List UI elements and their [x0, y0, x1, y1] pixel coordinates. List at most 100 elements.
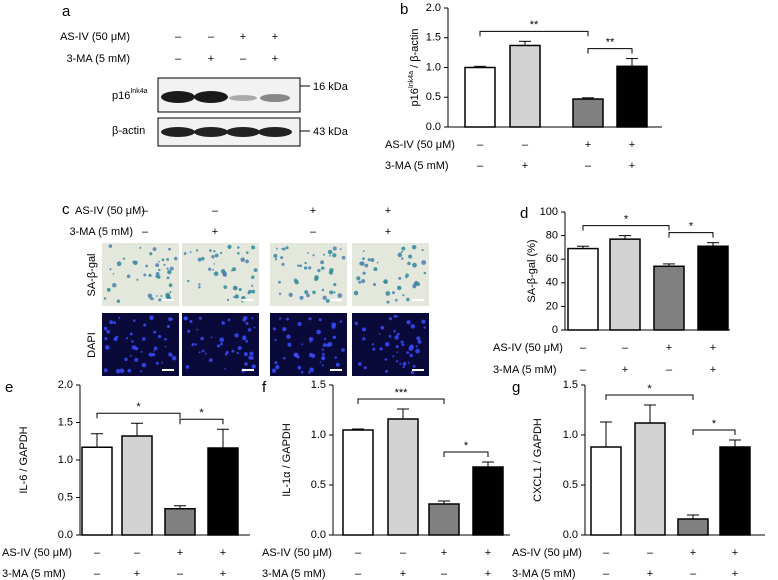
- stained-cell: [169, 291, 172, 294]
- nucleus: [309, 341, 312, 343]
- nucleus: [286, 334, 291, 339]
- stained-cell: [274, 258, 278, 261]
- nucleus: [224, 367, 226, 370]
- nucleus: [384, 358, 388, 361]
- treatment-sign: +: [177, 547, 183, 559]
- treatment-sign: –: [585, 160, 592, 172]
- band-label: p16Ink4a: [112, 88, 148, 102]
- stained-cell: [147, 293, 153, 298]
- nucleus: [171, 355, 177, 361]
- stained-cell: [341, 255, 346, 260]
- nucleus: [308, 317, 312, 321]
- stained-cell: [304, 261, 307, 265]
- stained-cell: [158, 268, 161, 272]
- stained-cell: [233, 296, 236, 299]
- stained-cell: [158, 260, 160, 263]
- treatment-sign: –: [212, 205, 219, 217]
- stained-cell: [372, 282, 377, 287]
- treatment-sign: +: [272, 53, 278, 65]
- stained-cell: [213, 250, 216, 253]
- stained-cell: [226, 298, 230, 302]
- stained-cell: [213, 271, 219, 277]
- treatment-label: 3-MA (5 mM): [262, 568, 326, 580]
- nucleus: [241, 335, 247, 341]
- treatment-sign: –: [690, 568, 697, 580]
- stained-cell: [423, 271, 427, 275]
- treatment-sign: +: [690, 547, 696, 559]
- stained-cell: [307, 252, 310, 254]
- nucleus: [318, 318, 322, 322]
- treatment-sign: +: [647, 568, 653, 580]
- nucleus: [406, 351, 410, 355]
- stained-cell: [327, 249, 333, 255]
- band-label: β-actin: [112, 125, 145, 137]
- stained-cell: [116, 261, 122, 267]
- stained-cell: [278, 280, 281, 284]
- nucleus: [106, 329, 111, 334]
- stained-cell: [273, 253, 278, 258]
- stained-cell: [391, 291, 395, 295]
- stained-cell: [386, 300, 390, 304]
- nucleus: [394, 335, 399, 340]
- stained-cell: [367, 258, 371, 262]
- nucleus: [155, 361, 159, 365]
- treatment-sign: +: [385, 205, 391, 217]
- treatment-sign: –: [177, 568, 184, 580]
- band: [226, 127, 260, 137]
- stained-cell: [139, 246, 142, 249]
- nucleus: [384, 342, 390, 347]
- stained-cell: [304, 290, 309, 295]
- nucleus: [149, 315, 154, 321]
- treatment-sign: –: [647, 547, 654, 559]
- micrograph: [182, 313, 259, 376]
- stained-cell: [245, 259, 249, 264]
- stained-cell: [197, 257, 202, 262]
- stained-cell: [251, 245, 256, 250]
- bar: [616, 65, 648, 128]
- treatment-sign: –: [310, 226, 317, 238]
- nucleus: [113, 321, 117, 325]
- nucleus: [243, 352, 248, 357]
- nucleus: [396, 315, 399, 318]
- stained-cell: [234, 294, 239, 299]
- nucleus: [225, 350, 229, 355]
- nucleus: [322, 353, 325, 356]
- nucleus: [170, 354, 173, 357]
- treatment-sign: –: [355, 547, 362, 559]
- nucleus: [339, 320, 343, 323]
- nucleus: [103, 326, 108, 331]
- treatment-label: AS-IV (50 μM): [493, 342, 563, 354]
- y-tick-label: 0: [552, 324, 558, 336]
- nucleus: [104, 337, 108, 341]
- nucleus: [189, 320, 193, 323]
- y-tick-label: 0.0: [58, 529, 73, 541]
- treatment-sign: +: [732, 568, 738, 580]
- stained-cell: [223, 285, 228, 290]
- stained-cell: [364, 263, 369, 268]
- bar: [567, 247, 599, 331]
- micrograph: [102, 313, 179, 376]
- stained-cell: [278, 292, 282, 296]
- stained-cell: [136, 278, 139, 281]
- treatment-sign: –: [477, 160, 484, 172]
- treatment-label: 3-MA (5 mM): [385, 160, 449, 172]
- micrograph: [352, 313, 429, 376]
- nucleus: [399, 363, 402, 366]
- nucleus: [400, 340, 404, 344]
- stained-cell: [320, 266, 325, 270]
- treatment-sign: –: [441, 568, 448, 580]
- panel-letter: f: [262, 379, 267, 396]
- significance-bracket: [582, 225, 670, 231]
- band-label-text: p16: [112, 90, 130, 102]
- treatment-label: AS-IV (50 μM): [385, 139, 455, 151]
- stained-cell: [183, 252, 187, 255]
- nucleus: [161, 361, 163, 364]
- stained-cell: [103, 297, 107, 300]
- marker-label: 16 kDa: [313, 81, 349, 93]
- treatment-sign: +: [220, 568, 226, 580]
- stained-cell: [329, 254, 331, 257]
- treatment-label: 3-MA (5 mM): [493, 364, 557, 376]
- band: [229, 95, 257, 101]
- stained-cell: [155, 263, 160, 268]
- stained-cell: [214, 253, 219, 258]
